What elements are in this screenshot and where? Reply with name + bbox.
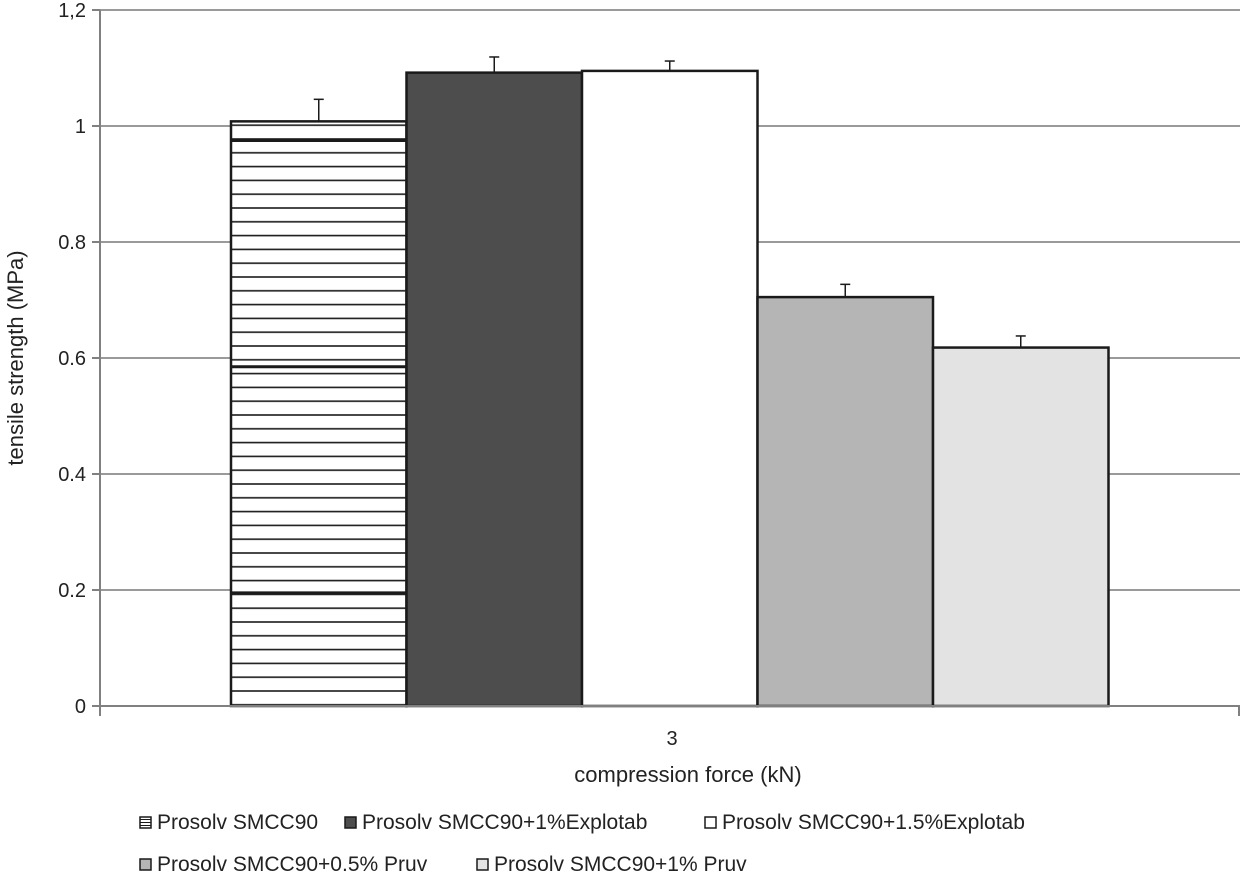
- legend-item: Prosolv SMCC90+1%Explotab: [344, 811, 647, 834]
- y-axis-title: tensile strength (MPa): [3, 250, 28, 465]
- y-tick-label: 0: [75, 696, 86, 718]
- bar: [580, 69, 759, 708]
- y-tick-label: 1: [75, 116, 86, 138]
- y-tick-label: 0.6: [58, 348, 86, 370]
- legend-label: Prosolv SMCC90: [157, 811, 318, 834]
- bar: [405, 71, 584, 708]
- y-tick-label: 1,2: [58, 0, 86, 22]
- y-tick-label: 0.2: [58, 580, 86, 602]
- bar: [756, 295, 935, 708]
- legend-item: Prosolv SMCC90+1% Pruv: [476, 853, 747, 876]
- bar: [229, 120, 408, 708]
- legend-item: Prosolv SMCC90+1.5%Explotab: [704, 811, 1025, 834]
- axes: [99, 10, 1240, 716]
- legend-item: Prosolv SMCC90+0.5% Pruv: [139, 853, 428, 876]
- bars: [229, 56, 1110, 708]
- legend-swatch: [704, 816, 717, 829]
- legend: Prosolv SMCC90 Prosolv SMCC90+1%Explotab P…: [139, 811, 1025, 876]
- legend-swatch: [476, 858, 489, 871]
- bar: [931, 346, 1110, 708]
- legend-label: Prosolv SMCC90+1.5%Explotab: [722, 811, 1025, 834]
- y-tick-label: 0.8: [58, 232, 86, 254]
- legend-label: Prosolv SMCC90+1%Explotab: [362, 811, 647, 834]
- legend-swatch: [139, 858, 152, 871]
- y-tick-label: 0.4: [58, 464, 86, 486]
- x-axis-title: compression force (kN): [574, 762, 801, 787]
- x-tick-label: 3: [666, 728, 677, 750]
- legend-label: Prosolv SMCC90+0.5% Pruv: [157, 853, 428, 876]
- y-axis-ticks: 0 0.2 0.4 0.6 0.8 1 1,2: [58, 0, 100, 718]
- legend-item: Prosolv SMCC90: [139, 811, 318, 834]
- legend-label: Prosolv SMCC90+1% Pruv: [494, 853, 747, 876]
- legend-swatch: [344, 816, 357, 829]
